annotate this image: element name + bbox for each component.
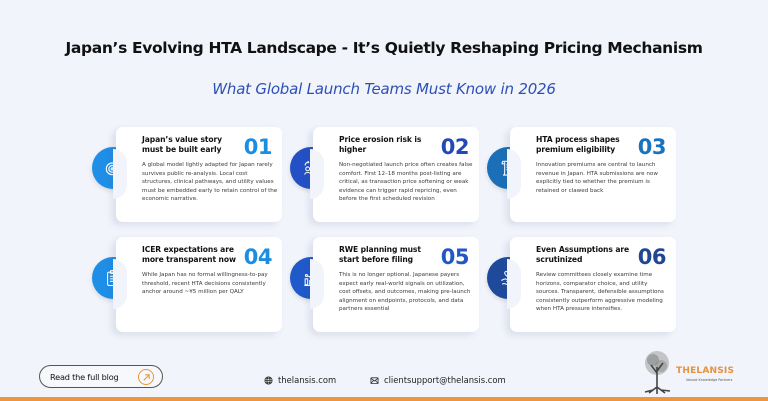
card-body: This is no longer optional. Japanese pay…	[339, 272, 471, 312]
card-title: Even Assumptions are scrutinized	[536, 245, 630, 264]
card-body: While Japan has no formal willingness-to…	[142, 272, 268, 295]
card-05: RWE planning must start before filing 05…	[310, 237, 479, 332]
card-notch	[310, 259, 324, 309]
card-03: HTA process shapes premium eligibility 0…	[507, 127, 676, 222]
card-notch	[113, 259, 127, 309]
card-body: Review committees closely examine time h…	[536, 272, 664, 312]
card-notch	[507, 149, 521, 199]
card-title: HTA process shapes premium eligibility	[536, 135, 620, 154]
card-title: Japan’s value story must be built early	[142, 135, 223, 154]
card-04: ICER expectations are more transparent n…	[113, 237, 282, 332]
card-title: RWE planning must start before filing	[339, 245, 421, 264]
logo-wordmark: THELANSIS	[676, 366, 735, 376]
card-06: Even Assumptions are scrutinized 06 Revi…	[507, 237, 676, 332]
card-notch	[310, 149, 324, 199]
card-title: Price erosion risk is higher	[339, 135, 422, 154]
blog-button-label: Read the full blog	[50, 371, 119, 382]
card-body: Innovation premiums are central to launc…	[536, 162, 658, 194]
card-number: 04	[243, 245, 273, 269]
card-notch	[113, 149, 127, 199]
website-link[interactable]: thelansis.com	[264, 375, 336, 385]
card-title: ICER expectations are more transparent n…	[142, 245, 236, 264]
arrow-up-right-icon	[138, 369, 154, 385]
card-02: Price erosion risk is higher 02 Non-nego…	[310, 127, 479, 222]
page-subtitle: What Global Launch Teams Must Know in 20…	[212, 80, 556, 98]
email-link[interactable]: clientsupport@thelansis.com	[370, 375, 506, 385]
bottom-accent-bar	[0, 397, 768, 401]
logo-tagline: Valued Knowledge Partners	[686, 378, 733, 382]
card-notch	[507, 259, 521, 309]
card-number: 05	[440, 245, 470, 269]
card-number: 01	[243, 135, 273, 159]
card-01: Japan’s value story must be built early …	[113, 127, 282, 222]
read-full-blog-button[interactable]: Read the full blog	[39, 365, 163, 388]
globe-icon	[264, 375, 273, 385]
card-body: A global model lightly adapted for Japan…	[142, 162, 278, 202]
card-number: 02	[440, 135, 470, 159]
page-title: Japan’s Evolving HTA Landscape - It’s Qu…	[65, 39, 703, 57]
thelansis-logo: THELANSIS Valued Knowledge Partners	[640, 349, 740, 395]
tree-logo-icon	[644, 351, 671, 394]
mail-icon	[370, 376, 379, 384]
card-number: 06	[637, 245, 667, 269]
website-text: thelansis.com	[278, 375, 337, 385]
card-body: Non-negotiated launch price often create…	[339, 162, 473, 202]
card-number: 03	[637, 135, 667, 159]
email-text: clientsupport@thelansis.com	[384, 375, 506, 385]
